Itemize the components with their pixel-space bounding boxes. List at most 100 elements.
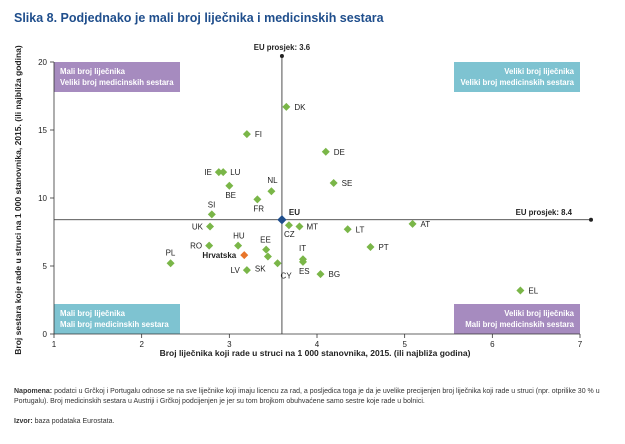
point-label-se: SE	[342, 179, 353, 188]
point-es	[298, 257, 307, 266]
point-sk	[263, 252, 272, 261]
point-label-lv: LV	[231, 266, 241, 275]
quadrant-label-text: Veliki broj medicinskih sestara	[60, 78, 174, 87]
quadrant-box-top-right	[454, 62, 580, 92]
point-label-dk: DK	[294, 103, 306, 112]
point-hrvatska	[240, 251, 249, 260]
point-label-es: ES	[299, 267, 310, 276]
point-cz	[284, 221, 293, 230]
point-label-ie: IE	[204, 168, 212, 177]
reference-line-end-dot	[279, 54, 284, 58]
x-tick-label: 5	[402, 340, 407, 349]
quadrant-label-text: Mali broj medicinskih sestara	[465, 320, 574, 329]
source-label: Izvor:	[14, 418, 33, 425]
point-label-uk: UK	[192, 223, 204, 232]
point-si	[207, 210, 216, 219]
point-fr	[253, 195, 262, 204]
x-tick-label: 7	[578, 340, 583, 349]
point-uk	[206, 222, 215, 231]
point-lv	[242, 266, 251, 275]
point-pl	[166, 259, 175, 268]
point-fi	[242, 130, 251, 139]
x-tick-label: 4	[315, 340, 320, 349]
point-label-pl: PL	[166, 248, 176, 257]
point-cy	[273, 259, 282, 268]
x-tick-label: 1	[52, 340, 57, 349]
point-label-hu: HU	[233, 232, 245, 241]
point-ro	[205, 241, 214, 250]
quadrant-label-text: Mali broj medicinskih sestara	[60, 320, 169, 329]
point-label-de: DE	[334, 148, 345, 157]
quadrant-label-text: Mali broj liječnika	[60, 67, 126, 76]
point-ee	[262, 245, 271, 254]
y-tick-label: 5	[43, 262, 48, 271]
point-label-fr: FR	[253, 204, 264, 213]
point-label-lu: LU	[230, 168, 240, 177]
point-nl	[267, 187, 276, 196]
point-label-el: EL	[528, 286, 538, 295]
point-dk	[282, 102, 291, 111]
point-bg	[316, 270, 325, 279]
point-label-lt: LT	[356, 225, 365, 234]
y-tick-label: 0	[43, 330, 48, 339]
note: Napomena: podatci u Grčkoj i Portugalu o…	[14, 387, 614, 407]
eu-reference-label-x: EU prosjek: 3.6	[254, 43, 311, 52]
note-label: Napomena:	[14, 388, 53, 395]
point-se	[329, 179, 338, 188]
quadrant-box-bottom-left	[54, 304, 180, 334]
x-axis-label: Broj liječnika koji rade u struci na 1 0…	[160, 348, 471, 358]
source-text: baza podataka Eurostata.	[34, 418, 115, 425]
quadrant-box-top-left	[54, 62, 180, 92]
point-label-bg: BG	[329, 270, 341, 279]
x-tick-label: 6	[490, 340, 495, 349]
quadrant-box-bottom-right	[454, 304, 580, 334]
point-label-si: SI	[208, 200, 216, 209]
point-label-hrvatska: Hrvatska	[202, 251, 236, 260]
point-label-at: AT	[421, 220, 431, 229]
point-eu	[277, 215, 287, 225]
point-lt	[343, 225, 352, 234]
note-text: podatci u Grčkoj i Portugalu odnose se n…	[14, 388, 600, 405]
point-label-ee: EE	[260, 236, 271, 245]
point-label-it: IT	[299, 244, 306, 253]
quadrant-label-text: Mali broj liječnika	[60, 309, 126, 318]
eu-reference-label-y: EU prosjek: 8.4	[516, 208, 573, 217]
quadrant-label-text: Veliki broj liječnika	[504, 309, 574, 318]
point-pt	[366, 242, 375, 251]
point-label-eu: EU	[289, 208, 300, 217]
point-labels: DK FI DE IE LU SE NL BE FR SI UK MT CZ LT AT HU RO EE PT IT…	[166, 103, 539, 296]
point-label-fi: FI	[255, 130, 262, 139]
point-be	[225, 181, 234, 190]
x-tick-label: 2	[139, 340, 144, 349]
point-label-mt: MT	[306, 223, 318, 232]
y-axis-label: Broj sestara koje rade u struci na 1 000…	[13, 45, 23, 355]
point-el	[516, 286, 525, 295]
axes: 1 2 3 4 5 6 7 0 5 10 15 20	[38, 58, 583, 349]
source: Izvor: baza podataka Eurostata.	[14, 417, 614, 427]
x-tick-label: 3	[227, 340, 232, 349]
point-label-be: BE	[225, 191, 236, 200]
point-ie	[214, 168, 223, 177]
y-tick-label: 10	[38, 194, 47, 203]
point-hu	[234, 241, 243, 250]
point-at	[408, 219, 417, 228]
data-points	[166, 102, 525, 295]
point-label-ro: RO	[190, 242, 202, 251]
point-mt	[295, 222, 304, 231]
point-label-sk: SK	[255, 264, 266, 273]
y-tick-label: 20	[38, 58, 47, 67]
point-label-cy: CY	[281, 271, 293, 280]
reference-line-end-dot	[589, 217, 593, 222]
point-label-pt: PT	[378, 243, 388, 252]
point-de	[321, 147, 330, 156]
quadrant-label-text: Veliki broj liječnika	[504, 67, 574, 76]
quadrant-label-text: Veliki broj medicinskih sestara	[460, 78, 574, 87]
figure-title: Slika 8. Podjednako je mali broj liječni…	[14, 11, 384, 25]
reference-lines: EU prosjek: 3.6 EU prosjek: 8.4	[54, 43, 593, 334]
point-label-nl: NL	[267, 176, 278, 185]
y-tick-label: 15	[38, 126, 47, 135]
point-lu	[219, 168, 228, 177]
quadrant-labels: Mali broj liječnika Veliki broj medicinsk…	[54, 62, 580, 334]
point-label-cz: CZ	[284, 230, 295, 239]
